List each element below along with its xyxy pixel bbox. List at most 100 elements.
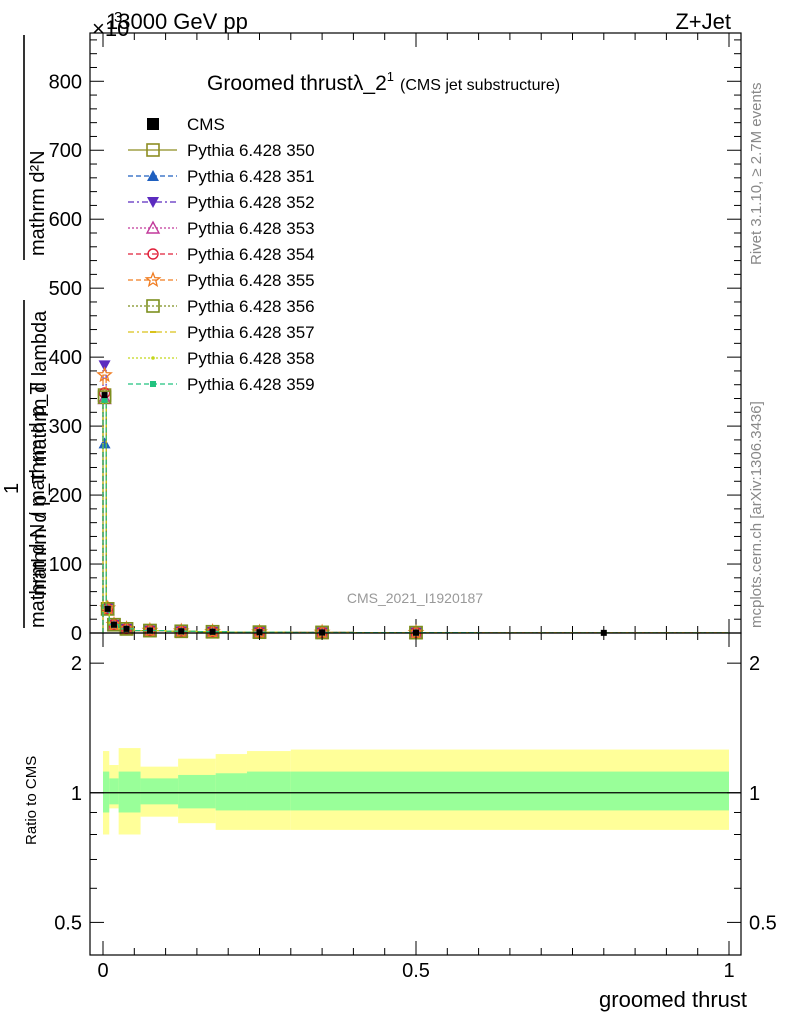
legend-marker bbox=[146, 143, 160, 157]
cms-data-point bbox=[178, 628, 185, 635]
ratio-inner-band-segment bbox=[140, 778, 179, 805]
ratio-inner-band-segment bbox=[109, 778, 119, 805]
legend-label: Pythia 6.428 359 bbox=[187, 375, 315, 394]
ylabel-mid: mathrm d p_T mathrm d lambda bbox=[29, 310, 51, 596]
ratio-y-tick-label: 1 bbox=[71, 783, 82, 805]
cms-data-point bbox=[123, 625, 130, 632]
y-tick-label: 200 bbox=[49, 485, 82, 507]
cms-data-point bbox=[101, 392, 108, 399]
plot-subtitle: (CMS jet substructure) bbox=[400, 77, 560, 94]
ratio-y-tick-label: 2 bbox=[71, 653, 82, 675]
legend-item-7: Pythia 6.428 356 bbox=[128, 297, 315, 316]
analysis-watermark: CMS_2021_I1920187 bbox=[347, 590, 483, 606]
exponent-label: ×10 bbox=[92, 16, 129, 41]
legend-marker bbox=[147, 197, 159, 208]
legend-item-cms: CMS bbox=[147, 115, 225, 134]
series-marker bbox=[172, 622, 190, 639]
legend-item-10: Pythia 6.428 359 bbox=[128, 375, 315, 394]
ratio-x-ticks: 0 0.5 1 bbox=[97, 633, 735, 982]
series-marker bbox=[98, 437, 111, 449]
ratio-inner-band-segment bbox=[178, 774, 216, 809]
legend-item-6: Pythia 6.428 355 bbox=[128, 271, 315, 290]
x-tick-label: 1 bbox=[723, 960, 734, 982]
y-tick-label: 600 bbox=[49, 209, 82, 231]
mcplots-label: mcplots.cern.ch [arXiv:1306.3436] bbox=[748, 401, 765, 628]
legend-marker bbox=[150, 381, 156, 387]
ylabel-top: mathrm d²N bbox=[27, 150, 49, 256]
main-x-ticks bbox=[102, 33, 730, 633]
cms-data-point bbox=[209, 628, 216, 635]
main-ylabel: mathrm d²N mathrm d p_T mathrm d lambda … bbox=[1, 35, 51, 628]
energy-label: 13000 GeV pp bbox=[106, 9, 248, 34]
ratio-ylabel: Ratio to CMS bbox=[23, 756, 40, 845]
x-tick-label: 0 bbox=[97, 960, 108, 982]
y-tick-label: 400 bbox=[49, 347, 82, 369]
legend-label: Pythia 6.428 356 bbox=[187, 297, 315, 316]
legend-item-1: Pythia 6.428 350 bbox=[128, 141, 315, 160]
legend-label: Pythia 6.428 350 bbox=[187, 141, 315, 160]
plot-title-sup: 1 bbox=[387, 69, 394, 84]
series-2 bbox=[98, 437, 729, 638]
series-marker bbox=[204, 623, 221, 639]
legend-item-5: Pythia 6.428 354 bbox=[128, 245, 315, 264]
legend-label: Pythia 6.428 353 bbox=[187, 219, 315, 238]
ratio-inner-band-segment bbox=[118, 771, 141, 813]
ylabel-one: 1 bbox=[1, 483, 23, 494]
legend-label: Pythia 6.428 358 bbox=[187, 349, 315, 368]
series-marker bbox=[118, 620, 135, 636]
ratio-bands bbox=[90, 748, 741, 835]
ratio-y-ticks: 0.5 0.5 1 1 2 2 bbox=[54, 653, 777, 934]
ratio-inner-band-segment bbox=[103, 771, 110, 813]
y-tick-label: 700 bbox=[49, 140, 82, 162]
y-tick-label: 800 bbox=[49, 71, 82, 93]
series-marker bbox=[100, 602, 115, 616]
ratio-y-tick-label: 0.5 bbox=[54, 912, 82, 934]
legend-marker bbox=[146, 299, 160, 313]
legend-label: CMS bbox=[187, 115, 225, 134]
series-marker bbox=[101, 396, 108, 403]
y-tick-label: 100 bbox=[49, 554, 82, 576]
ratio-inner-band-segment bbox=[246, 771, 291, 811]
legend-label: Pythia 6.428 351 bbox=[187, 167, 315, 186]
ratio-y-tick-label-right: 0.5 bbox=[749, 912, 777, 934]
main-y-ticks: 0 100 200 300 400 500 600 700 800 bbox=[49, 39, 741, 645]
legend-item-4: Pythia 6.428 353 bbox=[128, 219, 315, 238]
legend: CMS Pythia 6.428 350 Pythia 6.428 351 Pythi… bbox=[128, 115, 315, 394]
legend-marker bbox=[150, 331, 156, 333]
series-marker bbox=[98, 360, 111, 372]
x-tick-label: 0.5 bbox=[402, 960, 430, 982]
ratio-inner-band-segment bbox=[215, 773, 247, 811]
legend-label: Pythia 6.428 355 bbox=[187, 271, 315, 290]
ylabel-bottom: mathrm d N / mathrm d p_T bbox=[27, 382, 49, 628]
legend-marker bbox=[145, 220, 161, 234]
series-marker bbox=[96, 366, 113, 383]
ratio-inner-band-segment bbox=[290, 771, 729, 811]
legend-marker bbox=[151, 356, 155, 360]
legend-marker bbox=[147, 170, 159, 181]
series-marker bbox=[97, 390, 112, 404]
legend-label: Pythia 6.428 352 bbox=[187, 193, 315, 212]
y-tick-label: 300 bbox=[49, 416, 82, 438]
rivet-label: Rivet 3.1.10, ≥ 2.7M events bbox=[748, 83, 765, 266]
cms-data-point bbox=[146, 627, 153, 634]
cms-data-point bbox=[104, 605, 111, 612]
cms-data-point bbox=[256, 629, 263, 636]
legend-marker bbox=[144, 271, 162, 288]
y-tick-label: 0 bbox=[71, 623, 82, 645]
exponent-power: 3 bbox=[114, 9, 122, 26]
ratio-y-tick-label-right: 1 bbox=[749, 783, 760, 805]
legend-item-9: Pythia 6.428 358 bbox=[128, 349, 315, 368]
legend-label: Pythia 6.428 357 bbox=[187, 323, 315, 342]
plot-title-main: Groomed thrustλ_2 bbox=[207, 72, 387, 95]
ratio-y-tick-label-right: 2 bbox=[749, 653, 760, 675]
x-axis-label: groomed thrust bbox=[599, 987, 747, 1012]
legend-marker bbox=[147, 248, 159, 260]
cms-data-point bbox=[110, 621, 117, 628]
legend-label: Pythia 6.428 354 bbox=[187, 245, 315, 264]
plot-title: Groomed thrustλ_21 (CMS jet substructure) bbox=[207, 69, 560, 95]
legend-item-2: Pythia 6.428 351 bbox=[128, 167, 315, 186]
process-label: Z+Jet bbox=[675, 9, 731, 34]
legend-item-8: Pythia 6.428 357 bbox=[128, 323, 315, 342]
legend-marker bbox=[147, 118, 159, 130]
